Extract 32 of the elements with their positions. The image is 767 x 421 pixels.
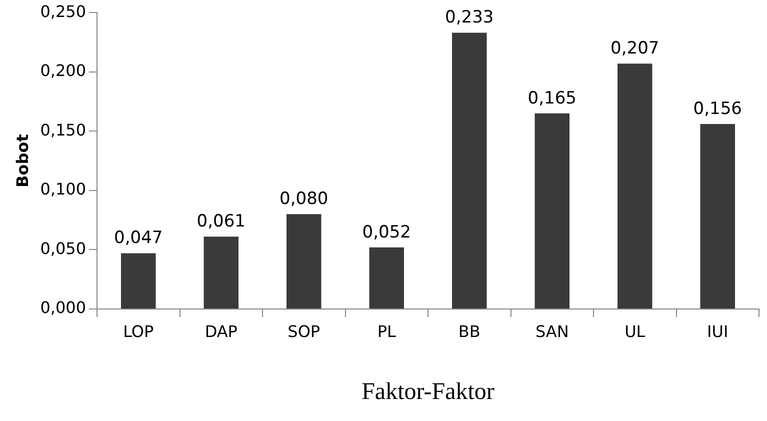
bar (452, 32, 487, 308)
bar (534, 113, 570, 308)
data-label: 0,156 (693, 98, 742, 119)
bar (618, 64, 652, 308)
x-tick-label: PL (377, 322, 396, 341)
x-tick-label: DAP (204, 322, 238, 341)
data-label: 0,061 (196, 212, 246, 232)
data-label: 0,233 (445, 8, 494, 28)
y-tick-label: 0,050 (40, 238, 86, 258)
y-tick-label: 0,200 (40, 61, 86, 80)
data-label: 0,052 (362, 222, 411, 242)
x-tick-label: BB (458, 322, 480, 341)
data-label: 0,207 (610, 38, 660, 59)
y-axis-title: Bobot (12, 134, 32, 188)
x-axis-title: Faktor-Faktor (362, 378, 494, 405)
bar (286, 214, 322, 308)
bar (369, 247, 404, 308)
data-label: 0,165 (528, 88, 576, 108)
x-tick-label: SOP (288, 322, 320, 341)
y-tick-label: 0,150 (40, 120, 86, 140)
data-label: 0,080 (280, 189, 328, 210)
y-tick-label: 0,000 (40, 298, 86, 318)
x-tick-label: IUI (707, 322, 728, 341)
y-tick-label: 0,100 (40, 180, 86, 199)
bar (700, 124, 736, 308)
data-label: 0,047 (114, 228, 163, 248)
bar (204, 236, 239, 308)
bar (121, 253, 156, 308)
x-tick-label: SAN (535, 322, 569, 341)
x-tick-label: LOP (123, 322, 154, 341)
y-tick-label: 0,250 (40, 2, 86, 21)
x-tick-label: UL (624, 322, 646, 341)
